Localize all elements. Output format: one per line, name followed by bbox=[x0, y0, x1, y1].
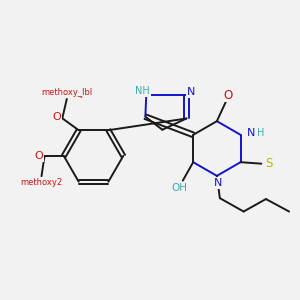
Text: N: N bbox=[214, 178, 223, 188]
Text: methoxy_lbl: methoxy_lbl bbox=[41, 88, 92, 97]
Text: OH: OH bbox=[172, 183, 188, 193]
Text: N: N bbox=[247, 128, 256, 138]
Text: O: O bbox=[35, 151, 44, 161]
Text: O: O bbox=[52, 112, 61, 122]
Text: methoxy: methoxy bbox=[48, 88, 85, 98]
Text: methoxy2: methoxy2 bbox=[20, 178, 62, 187]
Text: O: O bbox=[224, 88, 233, 101]
Text: H: H bbox=[257, 128, 264, 138]
Text: S: S bbox=[265, 157, 272, 170]
Text: N: N bbox=[187, 87, 195, 97]
Text: methoxy: methoxy bbox=[52, 88, 82, 94]
Text: NH: NH bbox=[135, 86, 150, 96]
